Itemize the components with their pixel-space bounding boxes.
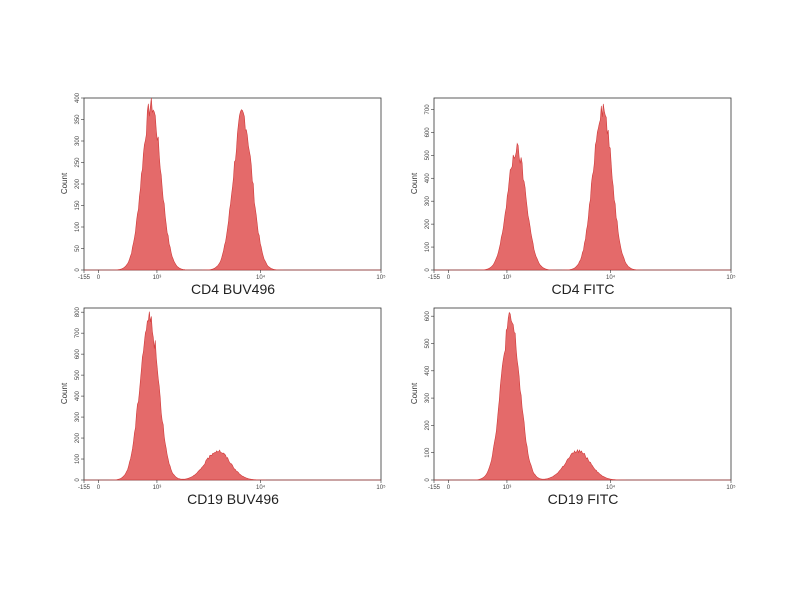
y-tick-label: 800: [75, 307, 81, 318]
histogram-area: [84, 311, 381, 481]
y-tick-label: 300: [425, 392, 431, 403]
y-tick-label: 600: [75, 348, 81, 359]
histogram-svg: 0 100 200 300 400 500 600 -155 0 10³ 10⁴ 10⁵: [425, 307, 736, 491]
y-tick-label: 600: [425, 311, 431, 322]
y-tick-label: 0: [425, 268, 431, 272]
x-tick-label: 10⁵: [726, 274, 736, 281]
y-tick-label: 700: [425, 104, 431, 115]
y-tick-label: 400: [75, 92, 81, 103]
y-tick-label: 300: [75, 411, 81, 422]
x-tick-label: 10³: [503, 485, 512, 491]
y-tick-label: 100: [425, 447, 431, 458]
y-tick-label: 100: [75, 221, 81, 232]
y-tick-label: 200: [75, 432, 81, 443]
x-tick-label: 10³: [153, 275, 162, 281]
x-tick-label: 0: [447, 275, 451, 281]
y-tick-label: 700: [75, 328, 81, 339]
y-tick-label: 500: [75, 369, 81, 380]
x-axis-label: CD19 BUV496: [187, 491, 279, 507]
histogram-svg: 0 100 200 300 400 500 600 700 800 -155 0 10³ 10⁴ 10⁵: [75, 307, 386, 491]
x-tick-label: 10³: [503, 275, 512, 281]
y-tick-label: 400: [425, 365, 431, 376]
y-tick-label: 0: [425, 478, 431, 482]
y-tick-label: 250: [75, 157, 81, 168]
x-tick-label: 10⁴: [606, 274, 616, 281]
x-tick-label: 10⁵: [726, 484, 736, 491]
x-tick-label: -155: [428, 275, 441, 281]
y-tick-label: 400: [75, 390, 81, 401]
histogram-cd4-fitc: 0 100 200 300 400 500 600 700 -155 0 10³ 10⁴ 10⁵ Cou…: [410, 95, 740, 305]
y-tick-label: 300: [425, 196, 431, 207]
y-tick-label: 300: [75, 135, 81, 146]
y-axis-label: Count: [410, 382, 420, 405]
histogram-area: [434, 311, 731, 481]
y-tick-label: 500: [425, 338, 431, 349]
histogram-svg: 0 100 200 300 400 500 600 700 -155 0 10³ 10⁴ 10⁵: [425, 97, 736, 281]
x-tick-label: -155: [78, 485, 91, 491]
plot-frame: [83, 307, 382, 481]
y-tick-label: 100: [75, 453, 81, 464]
x-tick-label: 10⁵: [376, 484, 386, 491]
x-axis-label: CD4 BUV496: [190, 281, 276, 297]
x-tick-label: -155: [78, 275, 91, 281]
x-tick-label: 10⁴: [256, 274, 266, 281]
y-tick-label: 600: [425, 127, 431, 138]
histogram-cd19-buv496: 0 100 200 300 400 500 600 700 800 -155 0 10³ 10⁴ 10⁵ …: [60, 305, 390, 515]
y-tick-label: 350: [75, 114, 81, 125]
y-tick-label: 100: [425, 241, 431, 252]
x-tick-label: 0: [447, 485, 451, 491]
x-tick-label: 0: [97, 275, 101, 281]
y-tick-label: 500: [425, 150, 431, 161]
x-tick-label: 10⁴: [256, 484, 266, 491]
x-axis-label: CD4 FITC: [551, 281, 615, 297]
plot-frame: [433, 307, 732, 481]
x-tick-label: 0: [97, 485, 101, 491]
plot-frame: [433, 97, 732, 271]
y-axis-label: Count: [60, 382, 70, 405]
histogram-area: [434, 103, 731, 271]
y-axis-label: Count: [410, 172, 420, 195]
y-axis-label: Count: [60, 172, 70, 195]
x-tick-label: -155: [428, 485, 441, 491]
y-tick-label: 200: [425, 218, 431, 229]
x-tick-label: 10³: [153, 485, 162, 491]
histogram-cd4-buv496: 0 50 100 150 200 250 300 350 400 -155 0 10³ 10⁴ 10⁵ C…: [60, 92, 390, 305]
x-axis-label: CD19 FITC: [547, 491, 619, 507]
y-tick-label: 400: [425, 173, 431, 184]
y-tick-label: 0: [75, 268, 81, 272]
y-tick-label: 0: [75, 478, 81, 482]
y-tick-label: 150: [75, 200, 81, 211]
y-tick-label: 200: [425, 420, 431, 431]
x-tick-label: 10⁴: [606, 484, 616, 491]
histogram-cd19-fitc: 0 100 200 300 400 500 600 -155 0 10³ 10⁴ 10⁵ Count …: [410, 305, 740, 515]
x-tick-label: 10⁵: [376, 274, 386, 281]
histogram-area: [84, 97, 381, 271]
y-tick-label: 200: [75, 178, 81, 189]
histogram-svg: 0 50 100 150 200 250 300 350 400 -155 0 10³ 10⁴ 10⁵: [75, 92, 386, 281]
y-tick-label: 50: [75, 245, 81, 252]
